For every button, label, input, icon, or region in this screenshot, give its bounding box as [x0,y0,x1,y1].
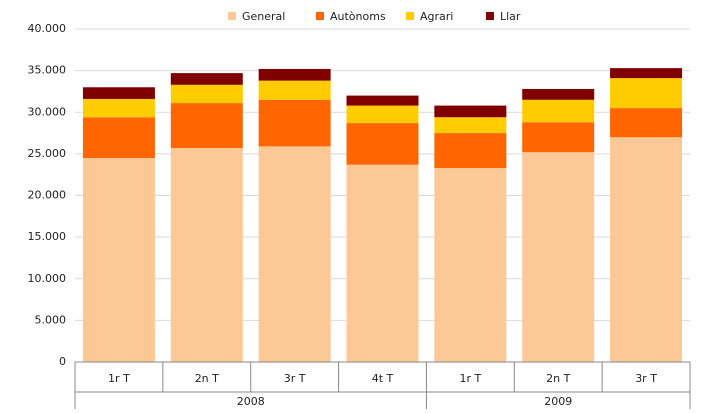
bar-segment [522,88,595,100]
bar-segment [346,164,419,362]
y-tick-label: 20.000 [28,189,67,202]
bar-segment [434,133,507,169]
legend-swatch [228,12,236,20]
legend-label: Llar [500,10,521,23]
y-tick-label: 30.000 [28,105,67,118]
bar-segment [258,99,331,147]
legend-label: General [242,10,285,23]
legend-swatch [486,12,494,20]
x-tick-label: 3r T [284,372,306,385]
group-label: 2009 [544,395,572,408]
bar-segment [82,87,155,99]
y-tick-label: 25.000 [28,147,67,160]
bar-segment [82,158,155,362]
x-tick-label: 1r T [459,372,481,385]
x-tick-label: 2n T [195,372,219,385]
x-tick-label: 1r T [108,372,130,385]
y-tick-label: 10.000 [28,272,67,285]
bar-segment [346,105,419,124]
bar-segment [82,117,155,159]
bar-segment [522,99,595,123]
bar-segment [610,78,683,109]
bar-segment [346,123,419,165]
bar-segment [170,103,243,149]
bar-segment [434,105,507,118]
legend-swatch [316,12,324,20]
bar-segment [522,122,595,153]
group-label: 2008 [237,395,265,408]
bar-segment [258,146,331,362]
bar-segment [610,68,683,79]
y-tick-label: 5.000 [35,313,67,326]
y-tick-label: 40.000 [28,22,67,35]
bar-segment [522,152,595,362]
y-tick-label: 0 [59,355,66,368]
bar-segment [434,117,507,134]
legend-swatch [406,12,414,20]
y-tick-label: 15.000 [28,230,67,243]
legend-label: Autònoms [330,10,386,23]
bar-segment [258,80,331,100]
bar-segment [346,95,419,106]
bar-segment [170,148,243,362]
x-tick-label: 3r T [635,372,657,385]
bar-segment [258,68,331,81]
y-tick-label: 35.000 [28,64,67,77]
x-tick-label: 4t T [372,372,394,385]
legend-label: Agrari [420,10,453,23]
bar-segment [610,137,683,362]
bar-segment [170,73,243,85]
x-tick-label: 2n T [546,372,570,385]
bar-segment [610,108,683,138]
bar-segment [82,98,155,118]
bar-segment [170,84,243,104]
bar-segment [434,168,507,362]
